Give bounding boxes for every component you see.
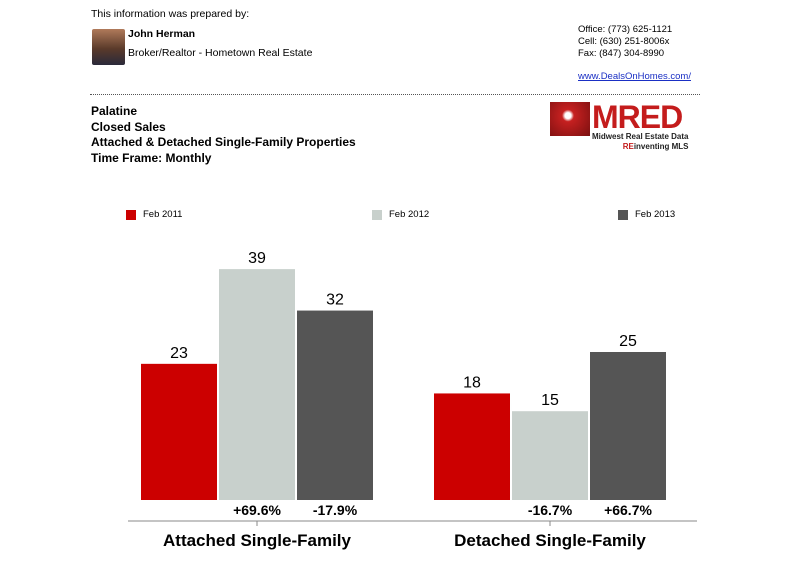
legend-swatch [372,209,382,220]
website-link[interactable]: www.DealsOnHomes.com/ [578,71,691,82]
bar-value-label: 18 [463,374,481,391]
legend-swatch [618,209,628,220]
legend-swatch [126,209,136,220]
bar-value-label: 23 [170,345,188,362]
percent-change-label: -17.9% [313,502,358,518]
category-label: Detached Single-Family [454,531,646,550]
bar-value-label: 39 [248,250,266,267]
logo-body: MRED Midwest Real Estate Data REinventin… [592,99,689,152]
report-title: Palatine Closed Sales Attached & Detache… [91,104,356,166]
bar-1-1 [512,411,588,500]
mred-logo: MRED Midwest Real Estate Data REinventin… [550,99,689,152]
contact-info: Office: (773) 625-1121 Cell: (630) 251-8… [578,24,672,60]
metric-name: Closed Sales [91,119,166,134]
legend-item-0: Feb 2011 [126,209,182,220]
logo-tagline-rest: inventing MLS [633,142,689,151]
cell-phone: Cell: (630) 251-8006x [578,36,670,47]
legend-label: Feb 2013 [635,209,676,220]
bar-value-label: 25 [619,333,637,350]
bar-0-0 [141,363,217,500]
logo-subtitle: Midwest Real Estate Data [592,132,689,141]
divider [90,94,700,95]
bar-0-2 [297,310,373,500]
legend-label: Feb 2011 [143,209,183,220]
agent-photo [92,29,125,65]
area-name: Palatine [91,104,138,118]
category-label: Attached Single-Family [163,531,352,550]
bar-value-label: 32 [326,292,344,309]
agent-name: John Herman [128,28,196,40]
legend-item-1: Feb 2012 [372,209,429,220]
time-frame: Time Frame: Monthly [91,150,212,165]
percent-change-label: +66.7% [604,502,652,518]
percent-change-label: +69.6% [233,502,281,518]
fax-number: Fax: (847) 304-8990 [578,48,665,59]
prepared-by-label: This information was prepared by: [91,8,250,20]
bar-value-label: 15 [541,392,559,409]
legend-item-2: Feb 2013 [618,209,675,220]
legend-label: Feb 2012 [389,209,430,220]
property-types: Attached & Detached Single-Family Proper… [91,135,356,149]
logo-mark [550,102,590,136]
bar-1-0 [434,393,510,500]
logo-tagline-accent: RE [622,142,634,151]
logo-tagline: REinventing MLS [592,142,689,152]
bar-0-1 [219,269,295,500]
agent-role: Broker/Realtor - Hometown Real Estate [128,47,313,59]
logo-text: MRED [592,99,683,135]
office-phone: Office: (773) 625-1121 [578,24,673,35]
percent-change-label: -16.7% [528,502,573,518]
bar-1-2 [590,352,666,500]
